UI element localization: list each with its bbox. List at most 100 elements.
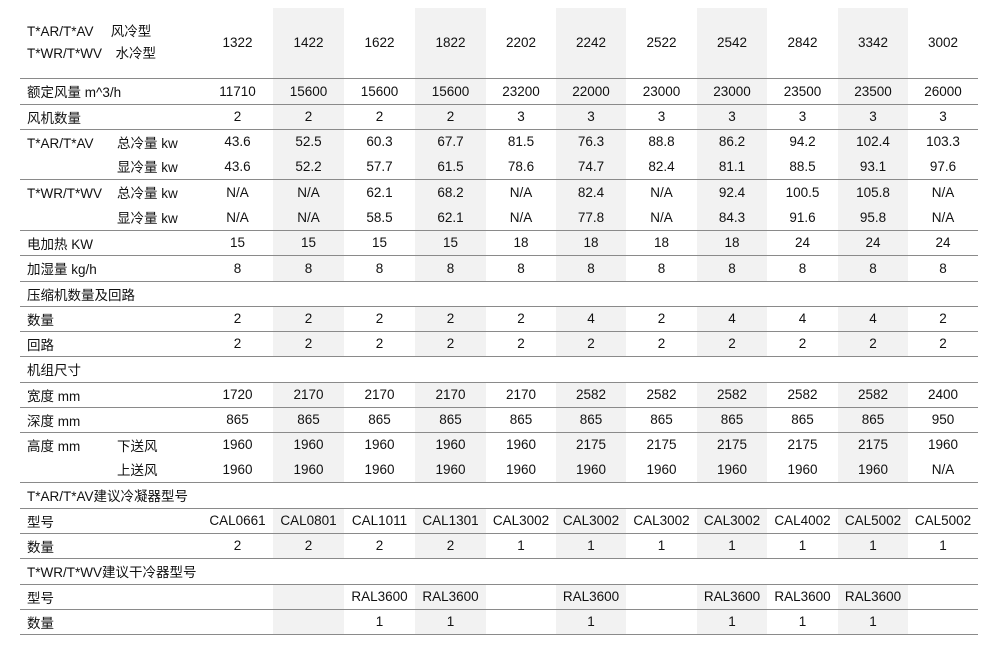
value-cell: 1 — [908, 533, 978, 559]
value-cell: RAL3600 — [697, 584, 767, 610]
value-cell: 8 — [767, 255, 838, 282]
value-cell: 1 — [767, 533, 838, 559]
value-cell: N/A — [931, 184, 955, 200]
value-cell: 93.1 — [838, 154, 908, 180]
value-cell: 3 — [486, 104, 556, 130]
table-row-humid: 加湿量 kg/h 8 8 8 8 8 8 8 8 8 8 8 — [20, 255, 978, 282]
row-label-cell: 深度 mm — [20, 407, 202, 433]
section-title: T*WR/T*WV建议干冷器型号 — [20, 558, 978, 585]
value-cell: 3 — [626, 104, 697, 130]
value-cell: N/A — [273, 179, 344, 205]
value-cell: 2 — [697, 331, 767, 357]
value-cell: 8 — [344, 255, 415, 282]
model-header-cell: 1322 — [202, 8, 273, 79]
value-cell: 3 — [697, 104, 767, 130]
value-cell: 15600 — [415, 78, 486, 105]
value-cell: 865 — [415, 407, 486, 433]
value-cell: 92.4 — [697, 179, 767, 205]
row-label-cell: 电加热 KW — [20, 230, 202, 256]
row-label-cell: 数量 — [20, 306, 202, 332]
value-cell: 24 — [767, 230, 838, 256]
row-label-cell: 高度 mm 下送风 — [20, 432, 202, 457]
value-cell: N/A — [626, 205, 697, 231]
value-cell: 2170 — [344, 382, 415, 408]
value-cell: 1 — [344, 609, 415, 635]
value-cell: 23000 — [626, 78, 697, 105]
value-cell: 1720 — [202, 382, 273, 408]
row-sub-label: 总冷量 kw — [117, 135, 178, 151]
row-sub-label: 下送风 — [117, 438, 158, 454]
row-label: 数量 — [27, 539, 54, 555]
value-cell: 3 — [767, 104, 838, 130]
value-cell: 1 — [767, 609, 838, 635]
value-cell: 78.6 — [486, 154, 556, 180]
table-row-airflow: 额定风量 m^3/h 11710 15600 15600 15600 23200 22000… — [20, 78, 978, 105]
value-cell: CAL5002 — [838, 508, 908, 534]
value-cell: 1 — [838, 533, 908, 559]
value-cell: CAL1011 — [344, 508, 415, 534]
value-cell: 2582 — [838, 382, 908, 408]
value-cell: 1960 — [505, 437, 537, 453]
row-label-cell: 风机数量 — [20, 104, 202, 130]
value-cell: 3 — [838, 104, 908, 130]
value-cell: 18 — [486, 230, 556, 256]
value-cell: 62.1 — [366, 184, 393, 200]
value-cell: 8 — [626, 255, 697, 282]
value-cell: 15600 — [273, 78, 344, 105]
value-cell: 2 — [838, 331, 908, 357]
value-cell: 4 — [838, 306, 908, 332]
section-title: 机组尺寸 — [20, 356, 978, 383]
value-cell: 2 — [344, 104, 415, 130]
model-header-cell: 3342 — [838, 8, 908, 79]
value-cell: 77.8 — [556, 205, 626, 231]
value-cell: 97.6 — [908, 154, 978, 180]
value-cell: 2 — [626, 331, 697, 357]
row-label-cell: 显冷量 kw — [20, 154, 202, 180]
value-cell: 2 — [344, 533, 415, 559]
value-cell: 865 — [202, 407, 273, 433]
value-cell: CAL3002 — [556, 508, 626, 534]
value-cell: RAL3600 — [556, 584, 626, 610]
spec-table: T*AR/T*AV 风冷型 T*WR/T*WV 水冷型 1322 1422 1622 18… — [20, 8, 978, 635]
value-cell: 1960 — [273, 432, 344, 457]
value-cell: 57.7 — [344, 154, 415, 180]
value-cell: 2582 — [697, 382, 767, 408]
value-cell: 1 — [838, 609, 908, 635]
value-cell: N/A — [273, 205, 344, 231]
table-row-comp-circuit: 回路 2 2 2 2 2 2 2 2 2 2 2 — [20, 331, 978, 357]
row-label-cell: 宽度 mm — [20, 382, 202, 408]
value-cell: 1 — [556, 609, 626, 635]
model-header-cell: 2842 — [767, 8, 838, 79]
value-cell: N/A — [226, 184, 249, 200]
value-cell: 1960 — [415, 457, 486, 483]
value-cell: 2 — [273, 331, 344, 357]
value-cell: 1960 — [626, 457, 697, 483]
value-cell: CAL5002 — [908, 508, 978, 534]
value-cell: 865 — [273, 407, 344, 433]
value-cell — [626, 609, 697, 635]
value-cell: CAL3002 — [486, 508, 556, 534]
table-row-dry-model: 型号 RAL3600 RAL3600 RAL3600 RAL3600 RAL3600 RAL… — [20, 584, 978, 610]
value-cell: 76.3 — [556, 129, 626, 154]
row-label: 型号 — [27, 514, 54, 530]
value-cell: 865 — [486, 407, 556, 433]
value-cell: 2 — [202, 306, 273, 332]
value-cell: 88.5 — [767, 154, 838, 180]
value-cell: 865 — [697, 407, 767, 433]
row-label: 数量 — [27, 312, 54, 328]
row-label: 加湿量 kg/h — [27, 262, 97, 277]
value-cell: 103.3 — [926, 134, 960, 150]
table-row-comp-qty: 数量 2 2 2 2 2 4 2 4 4 4 2 — [20, 306, 978, 332]
table-row-cond-section: T*AR/T*AV建议冷凝器型号 — [20, 482, 978, 509]
row-label: 额定风量 m^3/h — [27, 85, 122, 100]
value-cell: 2 — [908, 331, 978, 357]
value-cell: N/A — [908, 457, 978, 483]
value-cell: 865 — [344, 407, 415, 433]
model-header-cell: 1422 — [273, 8, 344, 79]
value-cell: 2 — [486, 306, 556, 332]
table-row-dry-section: T*WR/T*WV建议干冷器型号 — [20, 558, 978, 585]
table-row-wr-total: T*WR/T*WV 总冷量 kw N/A N/A 62.1 68.2 N/A 82.4 N/A 9… — [20, 179, 978, 205]
table-row-cond-model: 型号 CAL0661 CAL0801 CAL1011 CAL1301 CAL3002 CAL… — [20, 508, 978, 534]
table-row-ar-sensible: 显冷量 kw 43.6 52.2 57.7 61.5 78.6 74.7 82.4 81.1 88… — [20, 154, 978, 180]
value-cell: N/A — [509, 184, 533, 200]
